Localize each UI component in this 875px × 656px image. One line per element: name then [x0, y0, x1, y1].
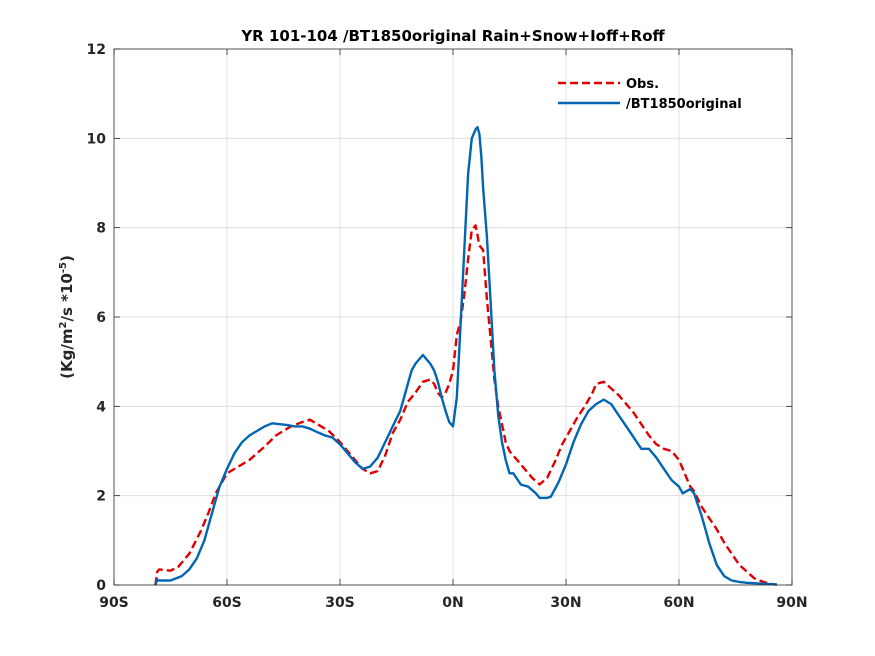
x-tick-label: 60N [663, 595, 694, 611]
y-tick-label: 10 [87, 131, 107, 147]
grid [114, 49, 792, 585]
ticks [113, 48, 793, 586]
x-tick-label: 90N [776, 595, 807, 611]
x-tick-label: 60S [212, 595, 242, 611]
y-tick-label: 8 [96, 221, 106, 237]
y-tick-label: 0 [96, 578, 106, 594]
x-tick-labels: 90S 60S 30S 0N 30N 60N 90N [99, 595, 807, 611]
y-tick-label: 12 [87, 42, 106, 58]
x-tick-label: 0N [442, 595, 463, 611]
x-tick-label: 30S [325, 595, 355, 611]
y-axis-label: (Kg/m2/s *10-5) [58, 255, 76, 379]
series-line-obs [154, 224, 778, 586]
series-layer [154, 125, 778, 586]
y-tick-label: 6 [96, 310, 106, 326]
y-tick-labels: 0 2 4 6 8 10 12 [87, 42, 107, 594]
x-tick-label: 30N [550, 595, 581, 611]
x-tick-label: 90S [99, 595, 129, 611]
legend-label-obs: Obs. [626, 77, 659, 92]
series-line-bt1850original [154, 125, 777, 586]
legend-label-bt1850original: /BT1850original [626, 97, 742, 112]
y-tick-label: 4 [96, 399, 106, 415]
chart-title: YR 101-104 /BT1850original Rain+Snow+Iof… [240, 27, 665, 45]
legend: Obs. /BT1850original [558, 77, 742, 112]
y-tick-label: 2 [96, 489, 106, 505]
